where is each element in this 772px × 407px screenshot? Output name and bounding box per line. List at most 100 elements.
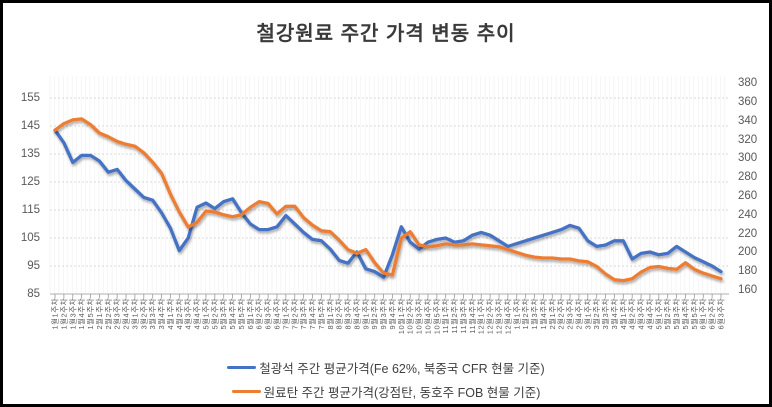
right-axis-tick-label: 240 [738, 208, 758, 221]
right-axis-tick-label: 320 [738, 133, 758, 146]
legend: 철광석 주간 평균가격(Fe 62%, 북중국 CFR 현물 기준) 원료탄 주… [3, 358, 769, 401]
x-axis-tick-label: 11월1주차 [441, 298, 451, 334]
x-axis-tick-label: 4월3주차 [183, 298, 193, 330]
x-axis-tick-label: 7월1주차 [281, 298, 291, 330]
x-axis-tick-label: 1월4주차 [77, 298, 87, 330]
vertical-gridlines [49, 76, 726, 294]
x-axis-tick-label: 9월4주차 [387, 298, 397, 330]
x-axis-tick-label: 6월2주차 [707, 298, 717, 330]
x-axis-tick-label: 11월3주차 [459, 298, 468, 334]
x-axis-tick-label: 11월2주차 [450, 298, 460, 334]
x-axis-tick-label: 4월1주차 [618, 298, 628, 330]
legend-label: 원료탄 주간 평균가격(강점탄, 동호주 FOB 현물 기준) [263, 386, 541, 400]
left-axis-tick-label: 125 [20, 176, 40, 188]
x-axis-tick-label: 8월4주차 [352, 298, 362, 330]
horizontal-gridlines [50, 97, 729, 267]
x-axis-tick-label: 3월4주차 [157, 298, 167, 330]
x-axis-tick-label: 1월2주차 [521, 298, 531, 330]
x-axis-tick-label: 9월3주차 [379, 298, 389, 330]
x-axis-tick-label: 2월3주차 [565, 298, 575, 330]
x-axis-tick-label: 6월1주차 [698, 298, 708, 330]
x-axis-tick-label: 5월3주차 [672, 298, 682, 330]
x-axis-tick-label: 5월5주차 [237, 298, 246, 330]
x-axis-tick-label: 3월4주차 [609, 298, 619, 330]
x-axis-tick-label: 1월1주차 [50, 298, 60, 330]
x-axis-tick-label: 2월3주차 [112, 298, 122, 330]
x-axis-tick-label: 7월3주차 [299, 298, 309, 330]
legend-item-iron-ore: 철광석 주간 평균가격(Fe 62%, 북중국 CFR 현물 기준) [227, 358, 545, 377]
x-axis-tick-label: 1월2주차 [59, 298, 69, 330]
right-axis-tick-label: 280 [738, 171, 758, 184]
right-axis-tick-label: 360 [738, 96, 758, 108]
x-axis-tick-label: 9월2주차 [370, 298, 380, 330]
right-axis-tick-label: 380 [738, 77, 758, 90]
x-axis-tick-label: 2월4주차 [121, 298, 131, 330]
x-axis-tick-label: 10월5주차 [432, 298, 442, 335]
right-axis-tick-label: 260 [738, 190, 758, 202]
x-axis-tick-label: 2월1주차 [547, 298, 557, 330]
x-axis-tick-label: 3월1주차 [583, 298, 593, 330]
x-axis-line [50, 293, 729, 299]
x-axis-tick-label: 5월5주차 [689, 298, 699, 330]
right-axis-tick-label: 300 [738, 152, 758, 165]
x-axis-tick-label: 8월2주차 [334, 298, 344, 330]
x-axis-tick-label: 5월4주차 [681, 298, 690, 330]
x-axis-tick-label: 5월1주차 [201, 298, 211, 330]
data-series-lines [53, 117, 723, 283]
right-axis-tick-label: 200 [738, 246, 758, 259]
x-axis-tick-label: 10월1주차 [396, 298, 406, 335]
x-axis-tick-label: 5월4주차 [228, 298, 238, 330]
x-axis-tick-label: 4월3주차 [636, 298, 646, 330]
x-axis-tick-label: 1월5주차 [86, 298, 95, 330]
x-axis-tick-label: 10월3주차 [414, 298, 424, 335]
right-axis-tick-label: 160 [738, 284, 758, 296]
left-axis-tick-label: 115 [21, 204, 40, 216]
plot-area [49, 76, 729, 299]
x-axis-tick-label: 4월2주차 [627, 298, 637, 330]
coking-coal-line-swatch-icon [231, 389, 261, 394]
x-axis-tick-label: 6월2주차 [254, 298, 264, 330]
x-axis-tick-label: 10월2주차 [405, 298, 415, 335]
x-axis-tick-label: 5월3주차 [219, 298, 229, 330]
x-axis-tick-label: 5월1주차 [654, 298, 664, 330]
x-axis-tick-label: 3월1주차 [130, 298, 140, 330]
left-axis-tick-label: 135 [20, 148, 40, 160]
x-axis-tick-label: 3월2주차 [139, 298, 149, 330]
x-axis-tick-label: 2월2주차 [103, 298, 113, 330]
x-axis-tick-label: 3월3주차 [148, 298, 158, 330]
left-axis-tick-label: 155 [20, 92, 40, 104]
left-axis-tick-label: 85 [27, 288, 40, 300]
x-axis-tick-label: 5월2주차 [663, 298, 673, 330]
right-axis-tick-label: 220 [738, 227, 758, 240]
x-axis-tick-label: 11월4주차 [467, 298, 477, 334]
x-axis-tick-label: 12월4주차 [503, 298, 513, 335]
x-axis-tick-label: 4월1주차 [165, 298, 175, 330]
x-axis-tick-label: 1월4주차 [538, 298, 548, 330]
right-axis-tick-label: 180 [738, 265, 758, 278]
x-axis-tick-label: 1월1주차 [512, 298, 522, 330]
left-axis-tick-label: 95 [27, 260, 40, 272]
x-axis-tick-label: 8월3주차 [343, 298, 353, 330]
x-axis-tick-label: 6월3주차 [716, 298, 726, 330]
x-axis-tick-label: 1월3주차 [530, 298, 539, 330]
x-axis-tick-label: 4월2주차 [174, 298, 184, 330]
right-axis-tick-label: 340 [738, 114, 758, 127]
x-axis-tick-label: 1월3주차 [68, 298, 78, 330]
legend-item-coking-coal: 원료탄 주간 평균가격(강점탄, 동호주 FOB 현물 기준) [231, 382, 541, 401]
x-axis-tick-label: 2월4주차 [574, 298, 584, 330]
x-axis-tick-label: 6월1주차 [245, 298, 255, 330]
x-axis-tick-label: 2월1주차 [94, 298, 104, 330]
x-axis-tick-label: 12월3주차 [494, 298, 504, 335]
x-axis-tick-label: 12월1주차 [476, 298, 486, 335]
x-axis-tick-label: 10월4주차 [423, 298, 433, 335]
x-axis-tick-label: 9월1주차 [361, 298, 371, 330]
x-axis-tick-label: 6월3주차 [263, 298, 273, 330]
x-axis-tick-label: 7월4주차 [308, 298, 317, 330]
chart-title: 철강원료 주간 가격 변동 추이 [256, 23, 516, 45]
x-axis-tick-label: 4월4주차 [645, 298, 655, 330]
legend-label: 철광석 주간 평균가격(Fe 62%, 북중국 CFR 현물 기준) [259, 362, 545, 376]
x-axis-tick-label: 8월1주차 [325, 298, 335, 330]
left-axis-tick-label: 145 [20, 120, 40, 132]
x-axis-tick-label: 12월2주차 [485, 298, 495, 335]
